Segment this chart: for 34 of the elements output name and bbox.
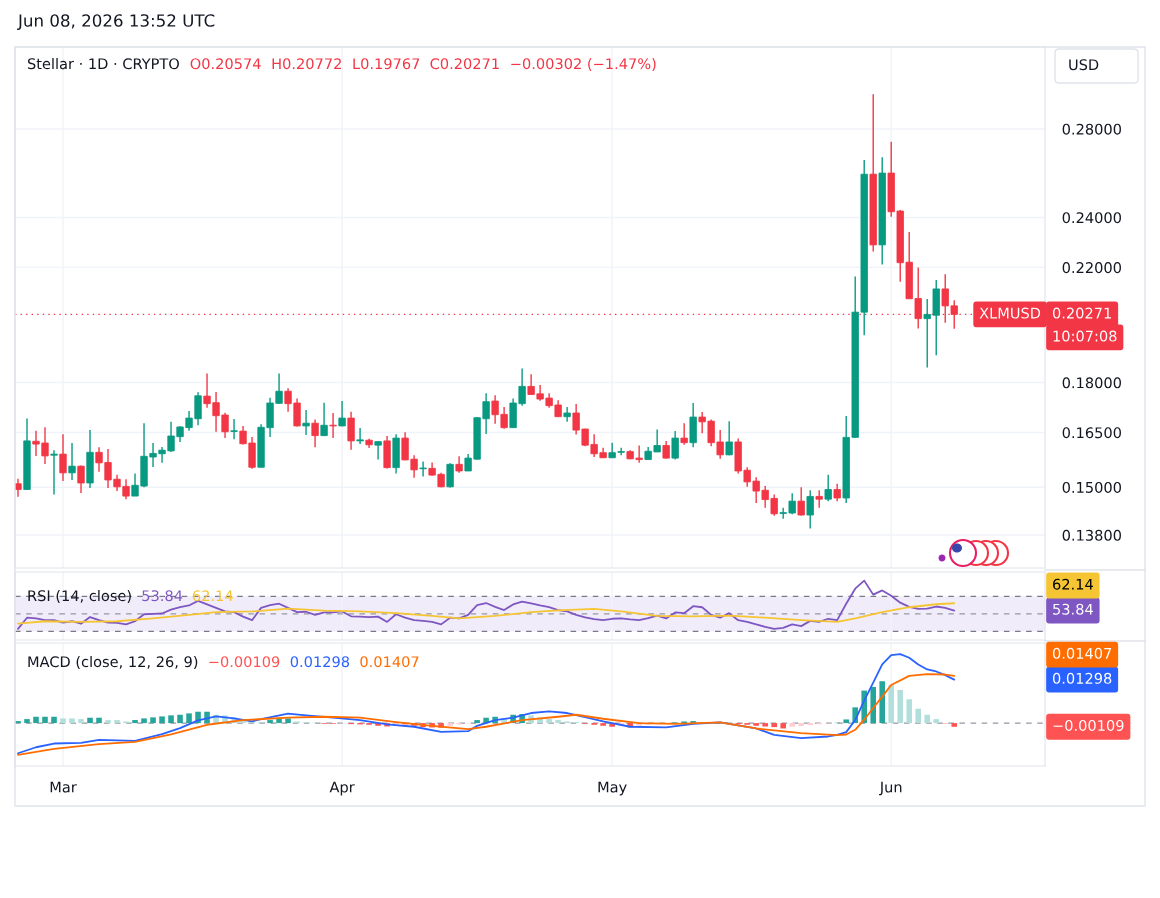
- annotation: 62.14: [192, 590, 233, 602]
- y-tick-label: 0.28000: [1062, 123, 1121, 135]
- y-tick-label: 0.22000: [1062, 262, 1121, 274]
- y-tick-label: 0.18000: [1062, 377, 1121, 389]
- x-tick-label: Mar: [50, 781, 77, 793]
- annotation: H0.20772: [272, 58, 341, 70]
- annotation: L0.19767: [353, 58, 420, 70]
- x-tick-label: Jun: [879, 781, 902, 796]
- text: 53.84: [1053, 603, 1093, 615]
- y-axis-title: USD: [1069, 59, 1099, 71]
- text: 10:07:08: [1053, 330, 1117, 342]
- y-tick-label: 0.16500: [1062, 427, 1121, 439]
- annotation: 53.84: [142, 590, 183, 602]
- ref-line-label: XLMUSD: [979, 307, 1041, 319]
- text: RSI (14, close): [28, 589, 131, 603]
- x-tick-label: May: [598, 781, 627, 796]
- annotation: C0.20271: [430, 58, 499, 70]
- text: Stellar · 1D · CRYPTO: [27, 57, 179, 70]
- text: 0.01298: [1052, 672, 1112, 684]
- chart-title: MACD (close, 12, 26, 9): [28, 655, 198, 669]
- x-tick-label: Apr: [329, 781, 355, 796]
- y-tick-label: 0.13800: [1062, 529, 1121, 541]
- annotation: −0.00109: [209, 656, 280, 668]
- text: 0.01407: [1052, 647, 1112, 659]
- annotation: 0.01298: [290, 656, 350, 668]
- text: 62.14: [1053, 578, 1093, 590]
- y-tick-label: 0.24000: [1062, 212, 1121, 224]
- text: −0.00109: [1053, 719, 1124, 731]
- annotation: −0.00302 (−1.47%): [511, 57, 656, 71]
- annotation: 0.01407: [360, 656, 419, 668]
- y-tick-label: 0.15000: [1062, 481, 1121, 493]
- annotation: O0.20574: [190, 58, 261, 70]
- chart-subtitle: Jun 08, 2026 13:52 UTC: [17, 14, 215, 30]
- text: 0.20271: [1052, 307, 1111, 319]
